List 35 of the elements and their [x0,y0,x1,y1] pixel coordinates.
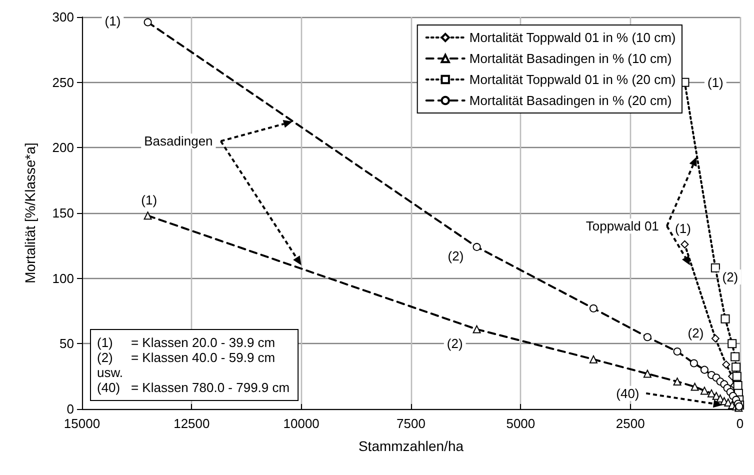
x-tick-label: 12500 [174,416,210,431]
legend-label: Mortalität Toppwald 01 in % (10 cm) [469,30,676,45]
annotation: (1) [675,221,691,236]
x-tick-label: 15000 [64,416,100,431]
x-tick-label: 5000 [506,416,536,431]
legend-label: Mortalität Basadingen in % (20 cm) [469,93,672,108]
x-tick-label: 2500 [616,416,645,431]
x-tick-label: 10000 [283,416,320,431]
annotation: (2) = Klassen 40.0 - 59.9 cm [97,350,276,365]
annotation: Basadingen [144,134,213,149]
annotation: Toppwald 01 [586,218,659,234]
x-tick-label: 7500 [396,416,426,431]
y-tick-label: 200 [52,140,74,156]
annotation: (2) [448,248,464,264]
y-tick-label: 100 [52,270,74,286]
annotation: (1) = Klassen 20.0 - 39.9 cm [97,335,276,350]
y-tick-label: 0 [66,402,74,416]
annotation: (1) [141,192,158,208]
legend-label: Mortalität Basadingen in % (10 cm) [469,51,672,66]
annotation: (2) [722,270,738,285]
y-axis-title: Mortalität [%/Klasse*a] [22,142,38,284]
annotation: (2) [688,326,704,341]
annotation: (40) [616,386,640,401]
y-tick-label: 50 [60,336,74,352]
annotation: (1) [707,74,724,90]
x-axis-title: Stammzahlen/ha [358,438,464,454]
y-tick-label: 150 [52,206,74,220]
annotation: (40) = Klassen 780.0 - 799.9 cm [97,380,290,395]
y-tick-label: 250 [52,74,74,90]
annotation: (1) [104,13,121,28]
annotation: usw. [97,365,124,380]
x-tick-label: 0 [736,416,744,431]
y-tick-label: 300 [52,10,74,24]
annotation: (2) [446,336,463,352]
legend-label: Mortalität Toppwald 01 in % (20 cm) [469,72,676,87]
